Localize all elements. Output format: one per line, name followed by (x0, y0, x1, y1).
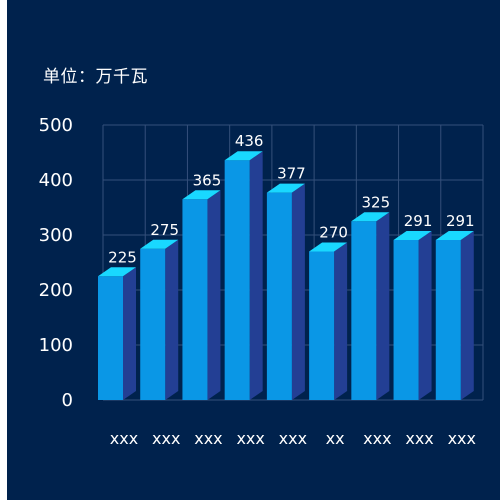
bar-top (224, 151, 263, 161)
bar (98, 267, 136, 400)
unit-label: 单位：万千瓦 (43, 67, 148, 87)
x-tick-label: xxx (194, 429, 222, 448)
bar-front (435, 239, 461, 400)
y-tick-label: 300 (39, 225, 73, 246)
bar-side (207, 190, 221, 400)
bar-front (98, 276, 123, 400)
bar (309, 242, 348, 400)
bar-front (309, 251, 335, 400)
x-tick-label: xxx (110, 429, 138, 448)
x-tick-label: xxx (236, 429, 264, 448)
x-tick-label: xx (326, 429, 345, 448)
bar-front (266, 192, 292, 400)
bar-front (393, 239, 419, 400)
bar (351, 212, 390, 400)
bar (140, 239, 179, 400)
y-tick-label: 500 (39, 115, 73, 136)
bar-top (140, 239, 179, 249)
data-label: 275 (150, 221, 179, 239)
bar-side (165, 239, 179, 400)
bar-front (224, 160, 250, 400)
bar-side (460, 230, 474, 400)
bar-side (249, 151, 263, 400)
bar-side (334, 242, 348, 400)
x-tick-label: xxx (363, 429, 391, 448)
bar-side (291, 183, 305, 400)
bar-top (393, 230, 432, 240)
bar-top (266, 183, 305, 193)
bar (266, 183, 305, 400)
y-tick-label: 100 (39, 335, 73, 356)
y-axis: 0 100 200 300 400 500 (39, 115, 73, 411)
x-axis: xxx xxx xxx xxx xxx xx xxx xxx xxx (110, 429, 476, 448)
data-label: 225 (108, 248, 137, 266)
data-label: 270 (319, 224, 348, 242)
bar-front (351, 221, 377, 400)
bar-top (309, 242, 348, 252)
x-tick-label: xxx (405, 429, 433, 448)
bar-front (182, 199, 208, 400)
bar-side (123, 267, 136, 400)
bars: 225 275 365 436 377 270 325 291 291 (98, 132, 475, 400)
bar (182, 190, 221, 400)
x-tick-label: xxx (152, 429, 180, 448)
data-label: 365 (193, 171, 222, 189)
bar-top (98, 267, 136, 277)
x-tick-label: xxx (279, 429, 307, 448)
bar-top (435, 230, 474, 240)
bar-front (140, 248, 166, 400)
bar (393, 230, 432, 400)
data-label: 436 (235, 132, 264, 150)
y-tick-label: 400 (39, 170, 73, 191)
data-label: 325 (362, 193, 391, 211)
y-tick-label: 0 (62, 390, 73, 411)
bar (435, 230, 474, 400)
data-label: 291 (446, 212, 475, 230)
bar-top (182, 190, 221, 200)
bar-top (351, 212, 390, 222)
bar-side (418, 230, 432, 400)
bar (224, 151, 263, 400)
bar-side (376, 212, 390, 400)
y-tick-label: 200 (39, 280, 73, 301)
x-tick-label: xxx (448, 429, 476, 448)
data-label: 377 (277, 165, 306, 183)
data-label: 291 (404, 212, 433, 230)
